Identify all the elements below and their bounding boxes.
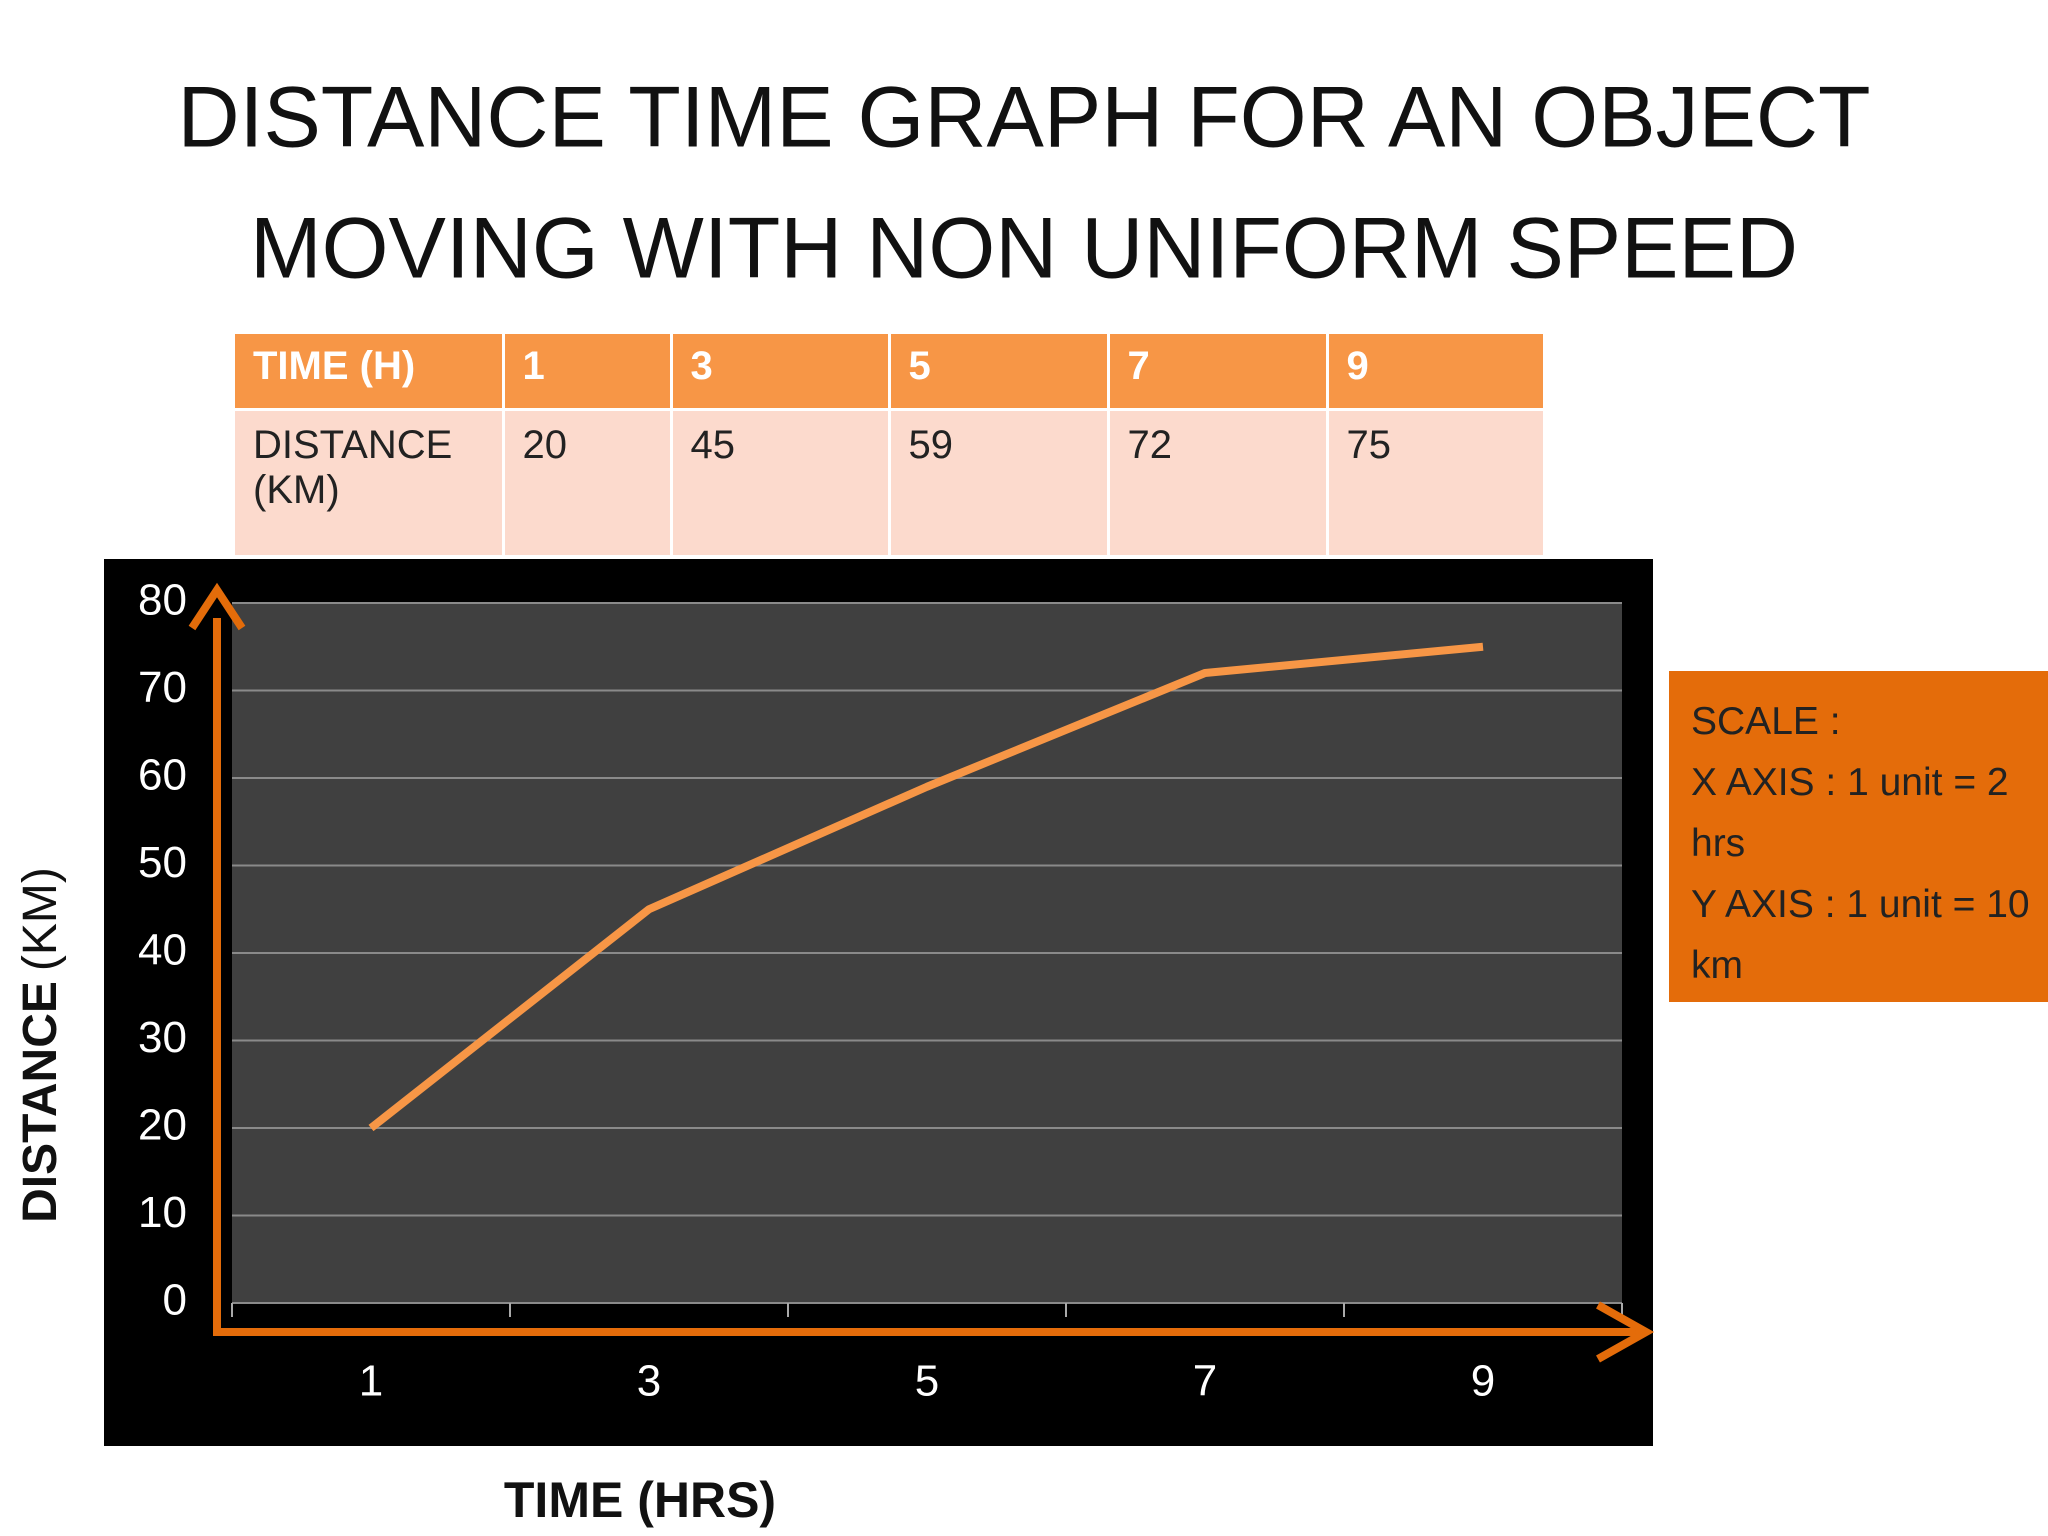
data-line (368, 642, 1484, 1132)
table-cell: 45 (671, 409, 891, 558)
scale-line: X AXIS : 1 unit = 2 hrs (1691, 761, 2009, 865)
header-cell: 9 (1327, 334, 1546, 411)
header-cell: 1 (503, 334, 673, 411)
table-row: DISTANCE (KM) 20 45 59 72 75 (235, 409, 1546, 558)
x-tick-label: 9 (1471, 1357, 1495, 1406)
y-tick-label: 10 (138, 1188, 187, 1237)
header-cell: 3 (671, 334, 891, 411)
table-cell: 59 (889, 409, 1110, 558)
header-row: TIME (H) 1 3 5 7 9 (235, 334, 1546, 411)
data-table: TIME (H) 1 3 5 7 9 DISTANCE (KM) 20 45 59 72 75 (235, 334, 1546, 558)
x-tick-label: 1 (359, 1357, 383, 1406)
table-cell: 20 (503, 409, 673, 558)
y-axis-title: DISTANCE (KM) (14, 867, 67, 1223)
header-cell: 5 (889, 334, 1110, 411)
y-tick-label: 0 (163, 1276, 187, 1325)
y-tick-label: 30 (138, 1013, 187, 1062)
x-arrow (1596, 1301, 1655, 1363)
y-tick-label: 80 (138, 576, 187, 625)
y-tick-label: 20 (138, 1101, 187, 1150)
x-tick-label: 7 (1193, 1357, 1217, 1406)
x-tick-label: 3 (637, 1357, 661, 1406)
table-cell: 75 (1327, 409, 1546, 558)
x-tick-label: 5 (915, 1357, 939, 1406)
title-line: DISTANCE TIME GRAPH FOR AN OBJECT (177, 70, 1870, 166)
y-axis-title-unit: (KM) (14, 867, 67, 971)
y-tick-label: 70 (138, 663, 187, 712)
header-cell: TIME (H) (235, 334, 505, 411)
y-axis-title-main: DISTANCE (14, 981, 67, 1223)
table-cell: DISTANCE (KM) (235, 409, 505, 558)
y-arrow (188, 582, 246, 631)
scale-line: Y AXIS : 1 unit = 10 km (1691, 883, 2030, 987)
y-tick-label: 40 (138, 926, 187, 975)
header-cell: 7 (1108, 334, 1329, 411)
x-axis-title: TIME (HRS) (504, 1472, 776, 1528)
scale-box: SCALE : X AXIS : 1 unit = 2 hrs Y AXIS : 1… (1669, 671, 2048, 1002)
y-tick-label: 60 (138, 751, 187, 800)
scale-line: SCALE : (1691, 700, 1841, 743)
y-tick-label: 50 (138, 838, 187, 887)
table-cell: 72 (1108, 409, 1329, 558)
title-line: MOVING WITH NON UNIFORM SPEED (250, 201, 1798, 297)
